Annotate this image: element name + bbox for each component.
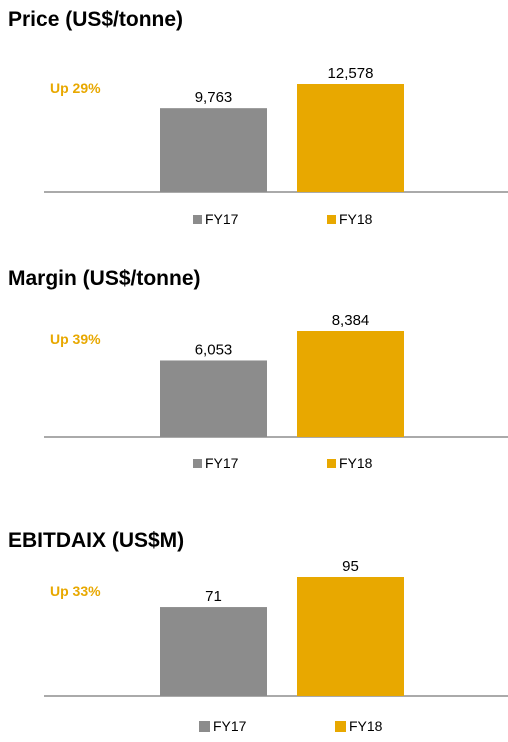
- ebitdaix-legend-fy18: FY18: [335, 718, 382, 734]
- price-value-label-fy17: 9,763: [195, 89, 233, 106]
- margin-bar-plot: 6,053 8,384: [44, 312, 508, 438]
- margin-value-label-fy18: 8,384: [332, 312, 370, 329]
- legend-swatch-fy17: [193, 458, 202, 468]
- margin-change-label: Up 39%: [50, 331, 101, 347]
- legend-swatch-fy18: [335, 720, 346, 732]
- ebitdaix-bar-fy17: [160, 607, 267, 696]
- ebitdaix-chart-title: EBITDAIX (US$M): [8, 529, 185, 552]
- legend-swatch-fy17: [199, 720, 210, 732]
- legend-label-fy18: FY18: [349, 718, 383, 734]
- ebitdaix-bar-fy18: [297, 577, 404, 696]
- price-change-label: Up 29%: [50, 80, 101, 96]
- margin-legend-fy18: FY18: [327, 455, 372, 471]
- price-bar-fy18: [297, 84, 404, 192]
- legend-swatch-fy17: [193, 214, 202, 224]
- legend-label-fy17: FY17: [205, 211, 239, 227]
- margin-bar-fy18: [297, 331, 404, 437]
- price-chart-title: Price (US$/tonne): [8, 8, 184, 31]
- legend-label-fy17: FY17: [205, 455, 239, 471]
- legend-label-fy18: FY18: [339, 455, 373, 471]
- price-legend-fy18: FY18: [327, 211, 372, 227]
- ebitdaix-value-label-fy17: 71: [205, 588, 222, 605]
- ebitdaix-bar-plot: 71 95: [44, 558, 508, 697]
- margin-bar-fy17: [160, 360, 267, 437]
- legend-swatch-fy18: [327, 214, 336, 224]
- legend-label-fy18: FY18: [339, 211, 373, 227]
- legend-label-fy17: FY17: [213, 718, 247, 734]
- legend-swatch-fy18: [327, 458, 336, 468]
- margin-legend-fy17: FY17: [193, 455, 238, 471]
- price-bar-fy17: [160, 108, 267, 192]
- price-value-label-fy18: 12,578: [328, 65, 374, 82]
- price-bar-plot: 9,763 12,578: [44, 65, 508, 193]
- ebitdaix-change-label: Up 33%: [50, 583, 101, 599]
- price-legend-fy17: FY17: [193, 211, 238, 227]
- ebitdaix-legend-fy17: FY17: [199, 718, 246, 734]
- margin-value-label-fy17: 6,053: [195, 341, 233, 358]
- ebitdaix-value-label-fy18: 95: [342, 558, 359, 575]
- margin-chart-title: Margin (US$/tonne): [8, 267, 201, 290]
